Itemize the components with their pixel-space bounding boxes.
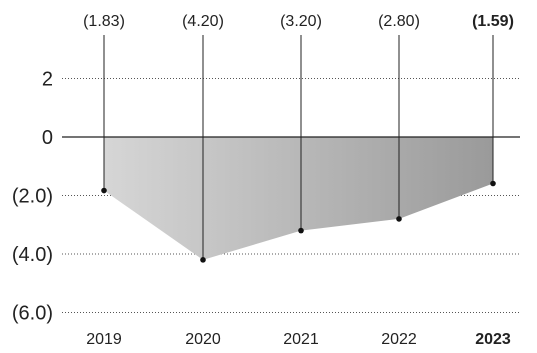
data-point — [200, 257, 206, 263]
y-tick-label: 0 — [42, 127, 53, 149]
y-tick-label: (4.0) — [12, 244, 53, 266]
value-label: (1.83) — [83, 13, 125, 30]
data-point — [396, 216, 402, 222]
data-point — [490, 180, 496, 187]
value-labels: (1.83) (4.20) (3.20) (2.80) (1.59) — [83, 13, 514, 30]
area-fill — [104, 137, 493, 260]
value-stems — [103, 35, 494, 260]
data-point — [298, 227, 304, 234]
y-tick-label: 2 — [42, 69, 53, 91]
value-label: (1.59) — [472, 13, 514, 30]
x-tick-label: 2020 — [185, 331, 221, 348]
y-tick-label: (6.0) — [12, 303, 53, 325]
y-axis-tick-labels: 2 0 (2.0) (4.0) (6.0) — [12, 69, 53, 325]
y-tick-label: (2.0) — [12, 186, 53, 208]
x-tick-label: 2023 — [475, 331, 511, 348]
data-point — [101, 187, 107, 194]
value-label: (2.80) — [378, 13, 420, 30]
value-label: (3.20) — [280, 13, 322, 30]
data-markers — [101, 180, 496, 263]
area-fill-layer — [104, 137, 493, 260]
x-tick-label: 2019 — [86, 331, 122, 348]
x-axis-tick-labels: 2019 2020 2021 2022 2023 — [86, 331, 511, 348]
value-label: (4.20) — [182, 13, 224, 30]
x-tick-label: 2022 — [381, 331, 417, 348]
x-tick-label: 2021 — [283, 331, 319, 348]
